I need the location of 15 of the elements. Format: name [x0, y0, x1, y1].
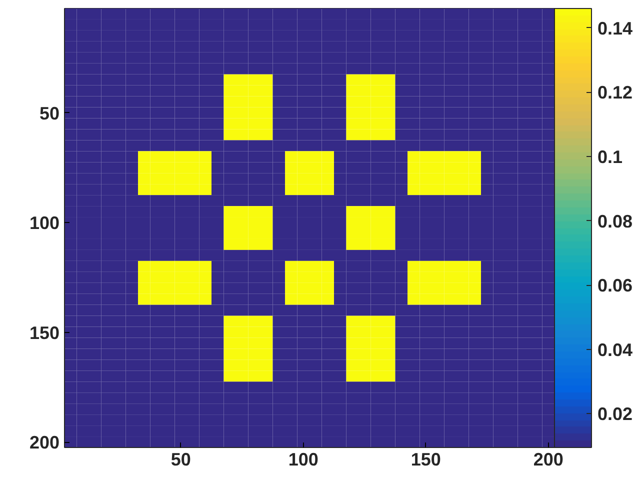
x-tick-label: 50: [170, 450, 191, 470]
x-tick-label: 150: [410, 450, 441, 470]
color-bar-label: 0.12: [598, 82, 633, 103]
y-tick-label: 150: [29, 322, 60, 343]
color-bar-label: 0.04: [598, 340, 633, 360]
color-bar-label: 0.14: [598, 18, 633, 38]
x-tick-label: 200: [533, 450, 564, 470]
x-tick-label: 100: [288, 450, 318, 470]
y-tick-label: 50: [39, 103, 60, 124]
y-tick-label: 200: [29, 432, 60, 453]
color-bar-label: 0.1: [598, 146, 623, 167]
color-bar-label: 0.06: [598, 276, 633, 296]
color-bar-label: 0.02: [598, 404, 633, 424]
color-bar-label: 0.08: [598, 211, 633, 232]
y-tick-label: 100: [29, 213, 60, 234]
